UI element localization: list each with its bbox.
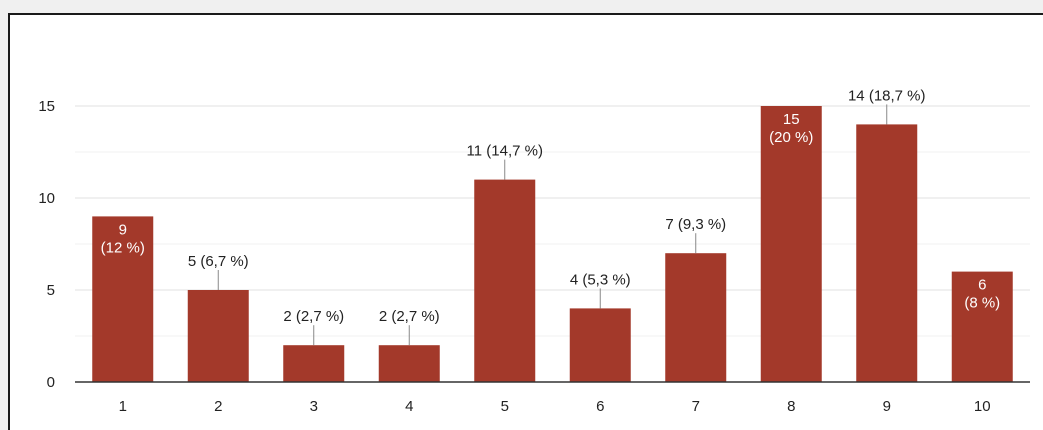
y-tick-label: 15 [38,98,55,115]
x-tick-label: 10 [974,398,991,415]
bar-8[interactable] [760,106,822,382]
x-tick-label: 7 [692,398,700,415]
bar-7[interactable] [665,253,727,382]
x-tick-label: 2 [214,398,222,415]
x-tick-label: 3 [310,398,318,415]
y-tick-label: 10 [38,190,55,207]
x-tick-label: 5 [501,398,509,415]
bar-4[interactable] [378,345,440,382]
data-label: 5 (6,7 %) [188,253,249,270]
bar-1[interactable] [92,216,154,382]
data-label: 11 (14,7 %) [467,143,543,160]
y-tick-label: 0 [47,374,55,391]
x-tick-label: 1 [119,398,127,415]
data-label: 2 (2,7 %) [379,308,440,325]
bar-6[interactable] [569,308,631,382]
y-tick-label: 5 [47,282,55,299]
data-label: 6 (8 %) [964,277,1000,312]
x-tick-label: 4 [405,398,413,415]
data-label: 7 (9,3 %) [665,216,726,233]
x-tick-label: 9 [883,398,891,415]
x-tick-label: 6 [596,398,604,415]
data-label: 2 (2,7 %) [283,308,344,325]
data-label: 14 (18,7 %) [848,87,926,104]
data-label: 4 (5,3 %) [570,271,631,288]
data-label: 9 (12 %) [101,221,145,256]
data-label: 15 (20 %) [769,111,813,146]
bar-9[interactable] [856,124,918,383]
bar-3[interactable] [283,345,345,382]
bar-5[interactable] [474,179,536,382]
bar-2[interactable] [187,290,249,382]
bar-10[interactable] [951,271,1013,382]
x-tick-label: 8 [787,398,795,415]
